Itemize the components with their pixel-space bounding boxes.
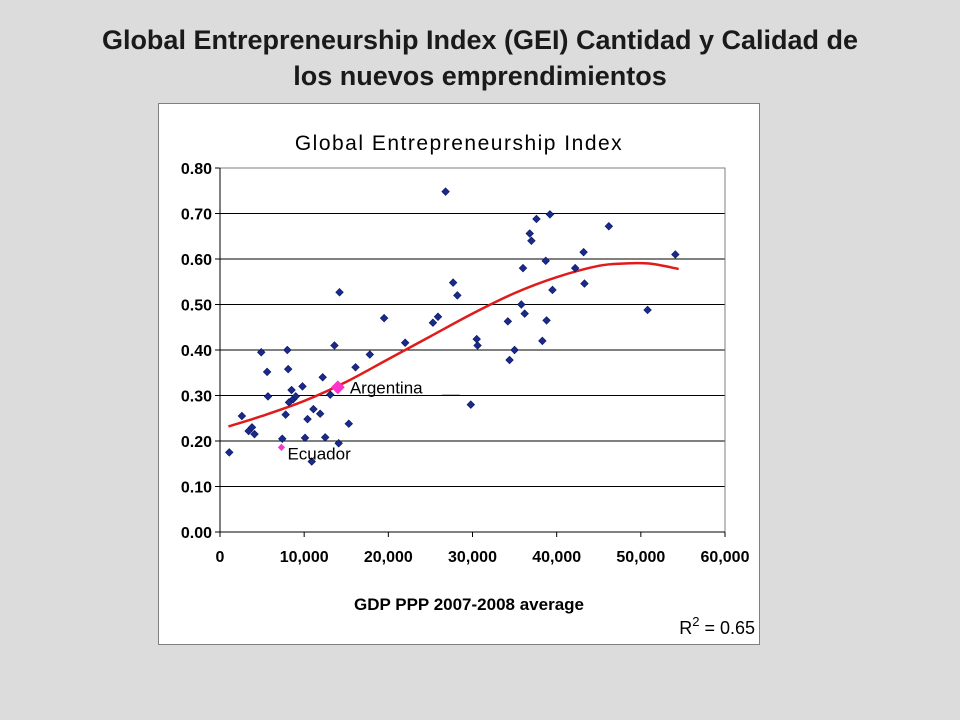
y-tick-label: 0.00 — [181, 525, 212, 542]
data-point — [351, 363, 360, 372]
data-point — [505, 355, 514, 365]
data-point — [428, 318, 438, 327]
data-point — [318, 373, 327, 382]
data-point — [307, 457, 316, 466]
y-tick-label: 0.10 — [181, 480, 212, 497]
data-point — [518, 263, 528, 273]
y-tick-label: 0.60 — [181, 252, 212, 269]
data-point — [532, 214, 541, 224]
data-point — [517, 300, 526, 309]
x-tick-label: 50,000 — [616, 549, 665, 566]
y-tick-label: 0.20 — [181, 434, 212, 451]
y-tick-label: 0.50 — [181, 298, 212, 315]
trendline-group — [228, 261, 679, 428]
x-tick-label: 0 — [216, 549, 225, 566]
data-point — [365, 350, 375, 359]
data-point — [237, 411, 247, 421]
y-tick-label: 0.30 — [181, 389, 212, 406]
data-point — [433, 312, 443, 322]
highlight-point — [330, 380, 345, 395]
data-point — [283, 364, 293, 374]
x-tick-label: 20,000 — [364, 549, 413, 566]
trendline — [228, 261, 679, 428]
y-tick-label: 0.70 — [181, 207, 212, 224]
y-tick-label: 0.80 — [181, 161, 212, 178]
data-point — [303, 414, 312, 424]
data-point — [579, 247, 588, 257]
data-point — [671, 250, 680, 259]
highlight-point — [277, 443, 286, 451]
data-point — [527, 236, 536, 246]
x-tick-label: 30,000 — [448, 549, 497, 566]
highlight-label: Argentina — [350, 378, 423, 397]
data-point — [250, 429, 259, 439]
gridlines — [220, 167, 725, 487]
data-point — [287, 385, 296, 395]
data-point — [263, 392, 273, 401]
data-point — [326, 390, 335, 399]
data-point — [643, 305, 652, 315]
chart-area: Global Entrepreneurship Index 0.00 0.10 0.… — [158, 103, 760, 645]
data-point — [538, 336, 547, 346]
data-point — [448, 278, 458, 287]
data-point — [379, 313, 389, 323]
y-tick-labels: 0.00 0.10 0.20 0.30 0.40 0.50 0.60 0.70 0.80 — [181, 161, 212, 542]
data-point — [548, 285, 557, 295]
data-point — [298, 382, 307, 391]
data-point — [580, 279, 589, 288]
data-point — [453, 291, 462, 300]
data-point — [344, 419, 353, 428]
x-axis-title: GDP PPP 2007-2008 average — [354, 595, 584, 614]
data-point — [472, 334, 481, 344]
data-points — [225, 187, 680, 466]
data-point — [570, 263, 580, 273]
data-point — [320, 433, 330, 442]
axes — [215, 167, 726, 537]
data-point — [400, 338, 410, 347]
data-point — [541, 256, 550, 266]
data-point — [441, 187, 450, 196]
data-point — [503, 317, 513, 326]
data-point — [281, 410, 290, 419]
x-tick-label: 60,000 — [701, 549, 750, 566]
chart-title: Global Entrepreneurship Index — [295, 132, 623, 155]
r-squared-r: R — [679, 618, 692, 638]
data-point — [466, 400, 476, 409]
slide-title-line-2: los nuevos emprendimientos — [293, 61, 667, 91]
highlight-label: Ecuador — [287, 444, 351, 463]
data-point — [335, 287, 344, 297]
data-point — [473, 341, 482, 350]
data-point — [520, 309, 529, 318]
slide-title-line-1: Global Entrepreneurship Index (GEI) Cant… — [101, 25, 859, 55]
data-point — [283, 345, 292, 355]
scatter-chart: Global Entrepreneurship Index 0.000.100.… — [181, 132, 755, 638]
highlighted-points: Argentina Ecuador — [277, 378, 460, 463]
r-squared-superscript: 2 — [692, 614, 699, 629]
r-squared-value: = 0.65 — [699, 618, 755, 638]
data-point — [334, 439, 343, 448]
data-point — [525, 229, 534, 238]
slide-title: Global Entrepreneurship Index (GEI) Cant… — [0, 22, 960, 94]
data-point — [257, 348, 266, 357]
data-point — [300, 433, 310, 443]
data-point — [315, 409, 325, 418]
data-point — [330, 341, 339, 350]
x-tick-label: 10,000 — [280, 549, 329, 566]
x-tick-labels: 0 10,000 20,000 30,000 40,000 50,000 60,000 — [216, 549, 750, 566]
data-point — [604, 222, 614, 231]
data-point — [262, 367, 272, 377]
data-point — [510, 345, 519, 355]
data-point — [291, 392, 300, 401]
r-squared-label: R2 = 0.65 — [679, 614, 755, 638]
data-point — [225, 448, 234, 457]
data-point — [278, 434, 287, 443]
data-point — [309, 404, 318, 414]
data-point — [545, 210, 555, 219]
data-point — [247, 423, 257, 432]
y-tick-label: 0.40 — [181, 343, 212, 360]
data-point — [542, 316, 551, 325]
x-tick-label: 40,000 — [532, 549, 581, 566]
